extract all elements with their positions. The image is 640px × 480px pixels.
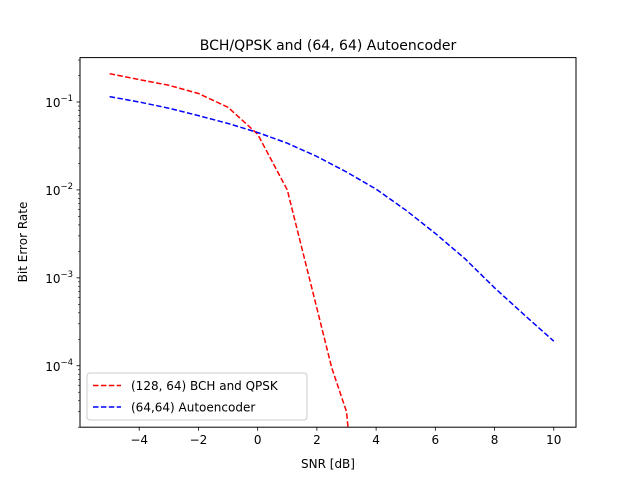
x-tick-label: −2 (190, 433, 208, 447)
series-line-1 (109, 72, 349, 428)
y-axis-label: Bit Error Rate (16, 202, 30, 283)
y-tick-label: 10−4 (45, 358, 73, 374)
y-tick-label: 10−1 (45, 94, 73, 110)
legend: (128, 64) BCH and QPSK (64,64) Autoencode… (86, 372, 308, 421)
y-tick-label: 10−3 (45, 270, 73, 286)
plot-lines (109, 72, 555, 428)
x-tick-label: 6 (432, 433, 440, 447)
y-tick-label: 10−2 (45, 182, 73, 198)
plot-area-frame (79, 57, 577, 428)
chart-title: BCH/QPSK and (64, 64) Autoencoder (200, 38, 457, 54)
legend-box (86, 372, 308, 421)
x-tick-label: 2 (313, 433, 321, 447)
x-tick-label: 8 (491, 433, 499, 447)
legend-label: (128, 64) BCH and QPSK (131, 379, 279, 393)
x-tick-label: 10 (546, 433, 561, 447)
y-axis-ticks: 10−4 10−3 10−2 10−1 (45, 59, 80, 428)
x-axis-ticks: −4 −2 0 2 4 6 8 10 (130, 427, 561, 447)
x-axis-label: SNR [dB] (301, 457, 355, 471)
x-tick-label: 4 (372, 433, 380, 447)
series-line-2 (109, 95, 555, 342)
x-tick-label: −4 (130, 433, 148, 447)
x-tick-label: 0 (254, 433, 262, 447)
legend-label: (64,64) Autoencoder (131, 401, 255, 415)
